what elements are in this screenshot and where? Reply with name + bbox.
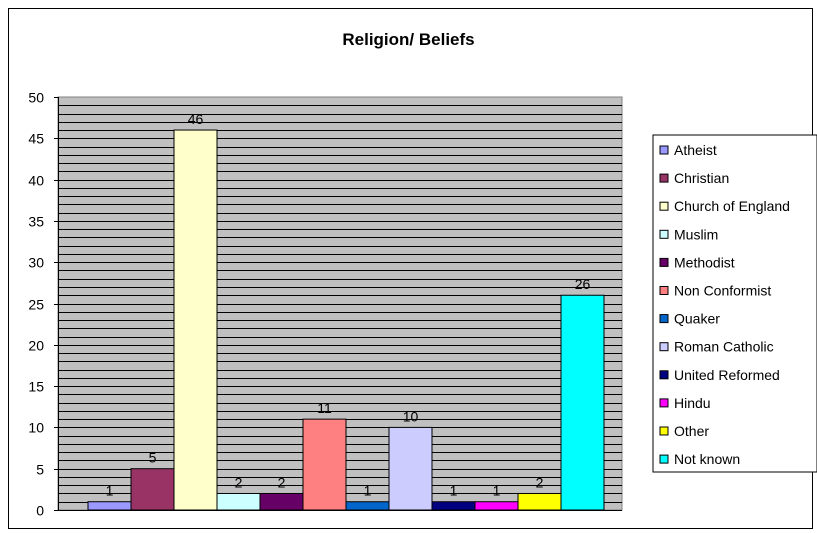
legend-label: Church of England (674, 198, 790, 214)
legend-label: United Reformed (674, 367, 780, 383)
y-tick-label: 20 (28, 338, 44, 354)
y-tick-label: 45 (28, 131, 44, 147)
bar-atheist (87, 501, 132, 511)
legend-swatch (659, 229, 669, 239)
bar-church-of-england (173, 129, 218, 511)
legend-swatch (659, 145, 669, 155)
legend-swatch (659, 286, 669, 295)
chart-title: Religion/ Beliefs (342, 30, 475, 49)
legend-swatch (659, 398, 669, 408)
legend-label: Roman Catholic (674, 339, 774, 355)
bar-united-reformed (431, 501, 476, 511)
legend-label: Muslim (674, 226, 718, 242)
y-tick-label: 30 (28, 255, 44, 271)
y-tick-label: 35 (28, 214, 44, 230)
data-label: 46 (188, 111, 204, 127)
legend-swatch (659, 314, 669, 324)
legend-label: Non Conformist (674, 283, 771, 299)
legend-swatch (659, 370, 669, 380)
bar-non-conformist (302, 418, 347, 511)
data-label: 1 (493, 483, 501, 499)
legend: Atheist Christian Church of England Muslim M… (652, 134, 817, 473)
data-label: 5 (149, 450, 157, 466)
legend-label: Quaker (674, 311, 720, 327)
legend-label: Not known (674, 451, 740, 467)
y-tick-label: 0 (36, 503, 44, 519)
legend-swatch (659, 201, 669, 211)
bar-other (517, 492, 562, 511)
legend-swatch (659, 426, 669, 436)
y-tick-label: 5 (36, 462, 44, 478)
y-tick-label: 10 (28, 420, 44, 436)
bar-not-known (560, 294, 605, 511)
y-tick-label: 15 (28, 379, 44, 395)
y-tick-label: 25 (28, 297, 44, 313)
legend-label: Hindu (674, 395, 711, 411)
bar-muslim (216, 492, 261, 511)
legend-box (652, 134, 817, 473)
data-label: 1 (364, 483, 372, 499)
data-label: 2 (278, 474, 286, 490)
data-label: 1 (106, 483, 114, 499)
data-label: 11 (317, 400, 332, 416)
y-tick-label: 40 (28, 173, 44, 189)
legend-swatch (659, 257, 669, 267)
legend-swatch (659, 342, 669, 352)
legend-label: Atheist (674, 142, 717, 158)
bar-christian (130, 468, 175, 511)
bar-roman-catholic (388, 426, 433, 511)
data-label: 10 (403, 408, 419, 424)
data-label: 2 (235, 474, 243, 490)
bars (87, 129, 605, 511)
data-label: 2 (536, 474, 544, 490)
y-tick-label: 50 (28, 90, 44, 106)
legend-label: Other (674, 423, 709, 439)
legend-label: Christian (674, 170, 729, 186)
legend-swatch (659, 454, 669, 464)
bar-quaker (345, 501, 390, 511)
data-label: 26 (575, 276, 591, 292)
bar-methodist (259, 492, 304, 511)
legend-label: Methodist (674, 254, 735, 270)
legend-swatch (659, 173, 669, 183)
bar-hindu (474, 501, 519, 511)
data-label: 1 (450, 483, 458, 499)
